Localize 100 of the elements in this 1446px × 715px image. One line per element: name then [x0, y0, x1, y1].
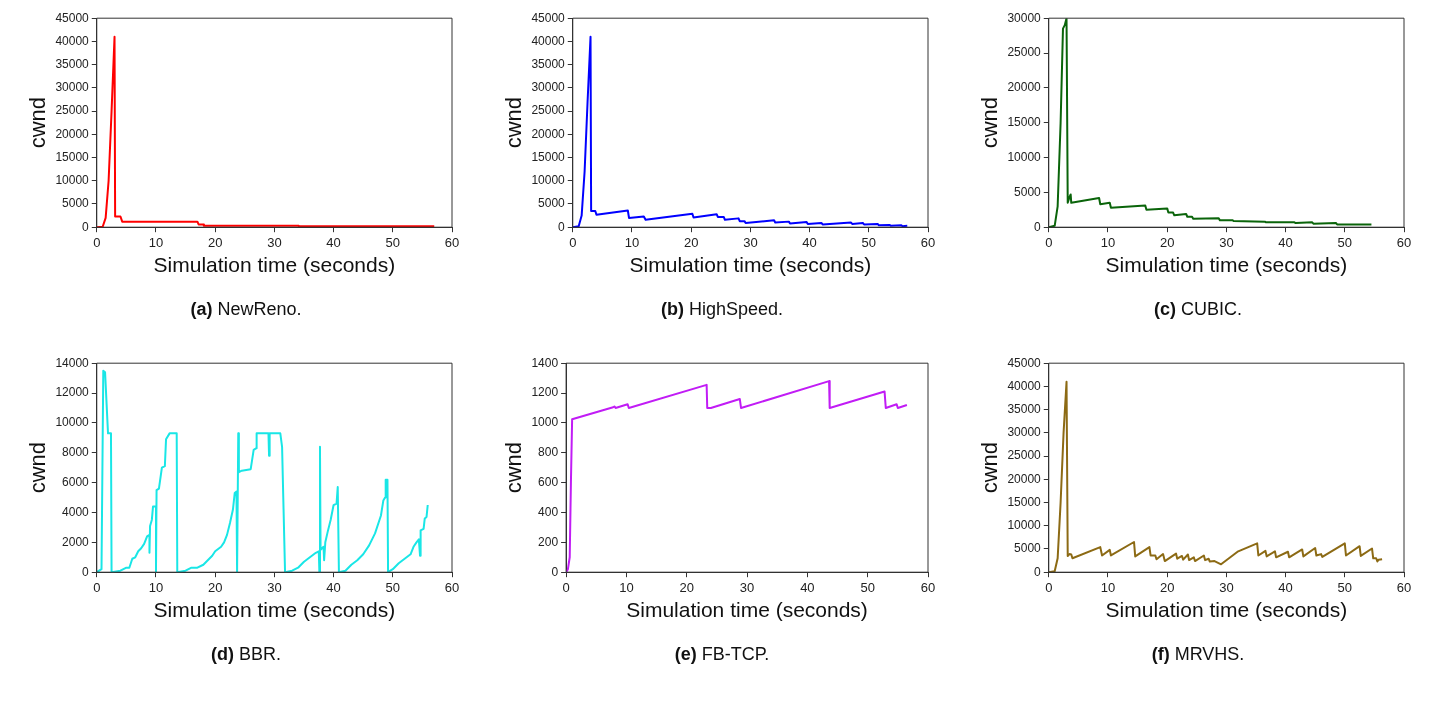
- x-axis-title: Simulation time (seconds): [626, 598, 868, 622]
- y-tick-label: 25000: [1007, 448, 1042, 463]
- text: (a) NewReno.: [190, 299, 302, 320]
- text: (e) FB-TCP.: [674, 644, 770, 665]
- y-tick-label: 10000: [55, 415, 90, 430]
- y-tick-label: 2000: [62, 534, 90, 549]
- y-tick-label: 800: [538, 445, 559, 460]
- x-tick-label: 50: [861, 234, 877, 250]
- x-tick-label: 40: [802, 234, 817, 250]
- x-tick-label: 10: [1100, 234, 1116, 250]
- y-tick-label: 25000: [55, 103, 90, 118]
- x-tick-label: 10: [148, 579, 164, 595]
- y-tick-label: 30000: [55, 80, 90, 95]
- y-tick-label: 20000: [1007, 80, 1042, 95]
- text: (c) CUBIC.: [1153, 299, 1242, 320]
- x-axis-title: Simulation time (seconds): [153, 598, 396, 622]
- x-tick-label: 10: [619, 579, 634, 595]
- x-tick-label: 20: [1159, 579, 1175, 595]
- text: (d) BBR.: [211, 644, 281, 665]
- y-tick-label: 45000: [531, 10, 566, 25]
- y-tick-label: 45000: [1007, 355, 1042, 370]
- x-tick-label: 50: [385, 579, 401, 595]
- y-tick-label: 40000: [55, 33, 90, 48]
- y-tick-label: 35000: [55, 56, 90, 71]
- x-tick-label: 60: [920, 234, 936, 250]
- x-tick-label: 40: [1278, 234, 1293, 250]
- y-tick-label: 1000: [531, 415, 559, 430]
- y-axis-title: cwnd: [501, 442, 527, 494]
- y-tick-label: 15000: [1007, 115, 1042, 130]
- x-tick-label: 40: [800, 579, 815, 595]
- x-tick-label: 30: [1219, 234, 1234, 250]
- y-tick-label: 1400: [531, 355, 559, 370]
- y-tick-label: 10000: [55, 173, 90, 188]
- y-tick-label: 0: [82, 219, 90, 234]
- x-tick-label: 60: [444, 579, 460, 595]
- y-tick-label: 5000: [1014, 184, 1042, 199]
- x-tick-label: 20: [679, 579, 694, 595]
- text: (b) HighSpeed.: [660, 299, 784, 320]
- y-tick-label: 10000: [531, 173, 566, 188]
- x-tick-label: 60: [444, 234, 460, 250]
- y-tick-label: 12000: [55, 385, 90, 400]
- x-tick-label: 20: [683, 234, 699, 250]
- x-tick-label: 0: [93, 234, 101, 250]
- y-tick-label: 200: [538, 534, 559, 549]
- x-tick-label: 20: [207, 579, 223, 595]
- y-tick-label: 0: [551, 564, 559, 579]
- y-tick-label: 35000: [531, 56, 566, 71]
- y-axis-title: cwnd: [25, 442, 51, 494]
- y-tick-label: 1200: [531, 385, 559, 400]
- x-tick-label: 10: [624, 234, 640, 250]
- x-tick-label: 30: [267, 579, 282, 595]
- x-tick-label: 0: [569, 234, 577, 250]
- x-tick-label: 50: [1337, 579, 1353, 595]
- x-tick-label: 40: [326, 579, 341, 595]
- y-axis-title: cwnd: [25, 97, 51, 149]
- text: (f) MRVHS.: [1151, 644, 1245, 665]
- y-tick-label: 30000: [1007, 10, 1042, 25]
- x-tick-label: 10: [148, 234, 164, 250]
- x-axis-title: Simulation time (seconds): [1105, 598, 1348, 622]
- x-axis-title: Simulation time (seconds): [629, 253, 872, 277]
- x-tick-label: 40: [326, 234, 341, 250]
- x-tick-label: 60: [1396, 579, 1412, 595]
- y-tick-label: 40000: [531, 33, 566, 48]
- y-tick-label: 15000: [1007, 494, 1042, 509]
- y-tick-label: 30000: [1007, 425, 1042, 440]
- y-tick-label: 25000: [531, 103, 566, 118]
- y-tick-label: 20000: [1007, 471, 1042, 486]
- y-axis-title: cwnd: [501, 97, 527, 149]
- x-tick-label: 60: [1396, 234, 1412, 250]
- y-tick-label: 30000: [531, 80, 566, 95]
- y-tick-label: 6000: [62, 474, 90, 489]
- y-tick-label: 15000: [55, 149, 90, 164]
- y-tick-label: 15000: [531, 149, 566, 164]
- y-tick-label: 0: [82, 564, 90, 579]
- x-axis-title: Simulation time (seconds): [153, 253, 396, 277]
- x-tick-label: 30: [1219, 579, 1234, 595]
- x-tick-label: 60: [920, 579, 936, 595]
- x-tick-label: 0: [1045, 234, 1053, 250]
- x-tick-label: 50: [860, 579, 875, 595]
- x-tick-label: 20: [207, 234, 223, 250]
- y-tick-label: 0: [1034, 219, 1042, 234]
- y-tick-label: 14000: [55, 355, 90, 370]
- y-tick-label: 20000: [531, 126, 566, 141]
- y-tick-label: 45000: [55, 10, 90, 25]
- y-tick-label: 5000: [538, 196, 566, 211]
- x-tick-label: 50: [1337, 234, 1353, 250]
- x-tick-label: 30: [739, 579, 755, 595]
- x-tick-label: 40: [1278, 579, 1293, 595]
- y-tick-label: 5000: [62, 196, 90, 211]
- x-axis-title: Simulation time (seconds): [1105, 253, 1348, 277]
- y-tick-label: 40000: [1007, 378, 1042, 393]
- x-tick-label: 20: [1159, 234, 1175, 250]
- y-tick-label: 10000: [1007, 518, 1042, 533]
- y-tick-label: 5000: [1014, 541, 1042, 556]
- y-tick-label: 0: [558, 219, 566, 234]
- y-tick-label: 10000: [1007, 149, 1042, 164]
- x-tick-label: 30: [267, 234, 282, 250]
- y-tick-label: 8000: [62, 445, 90, 460]
- y-axis-title: cwnd: [977, 442, 1003, 494]
- y-axis-title: cwnd: [977, 97, 1003, 149]
